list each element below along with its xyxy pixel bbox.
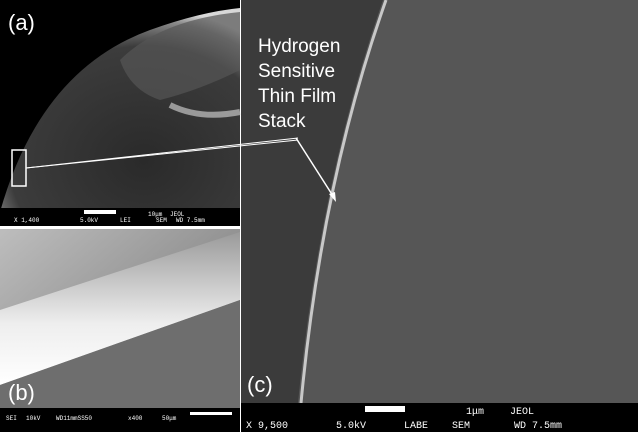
info-text: WD 7.5mm — [514, 421, 562, 432]
info-text: LABE — [404, 421, 428, 432]
info-bar — [241, 403, 638, 432]
info-text: x400 — [128, 415, 143, 422]
scale-bar — [190, 412, 232, 415]
panel-label: (b) — [8, 380, 35, 405]
info-text: LEI — [120, 217, 131, 224]
info-text: 50μm — [162, 415, 177, 422]
info-text: 10kV — [26, 415, 41, 422]
info-text: 1μm — [466, 407, 484, 418]
annotation-line: Sensitive — [258, 61, 335, 82]
scale-bar — [365, 406, 405, 412]
panel-label: (c) — [247, 372, 273, 397]
panel-a: (a) — [0, 0, 240, 226]
scale-bar — [84, 210, 116, 214]
info-text: WD11mmSS50 — [56, 415, 92, 422]
panel-b: (b) — [0, 229, 240, 432]
info-text: JEOL — [510, 407, 534, 418]
info-text: SEI — [6, 415, 17, 422]
info-text: WD 7.5mm — [176, 217, 205, 224]
info-text: SEM — [156, 217, 167, 224]
panel-label: (a) — [8, 10, 35, 35]
figure: (a) (b) (c) Hydrogen Sensitive Thin Film St… — [0, 0, 638, 432]
annotation-line: Hydrogen — [258, 36, 340, 57]
annotation-line: Stack — [258, 111, 306, 132]
info-text: 5.0kV — [336, 420, 366, 432]
info-text: X 1,400 — [14, 217, 40, 224]
info-text: X 9,500 — [246, 421, 288, 432]
info-text: SEM — [452, 421, 470, 432]
annotation-line: Thin Film — [258, 86, 336, 107]
info-text: 5.0kV — [80, 217, 98, 224]
